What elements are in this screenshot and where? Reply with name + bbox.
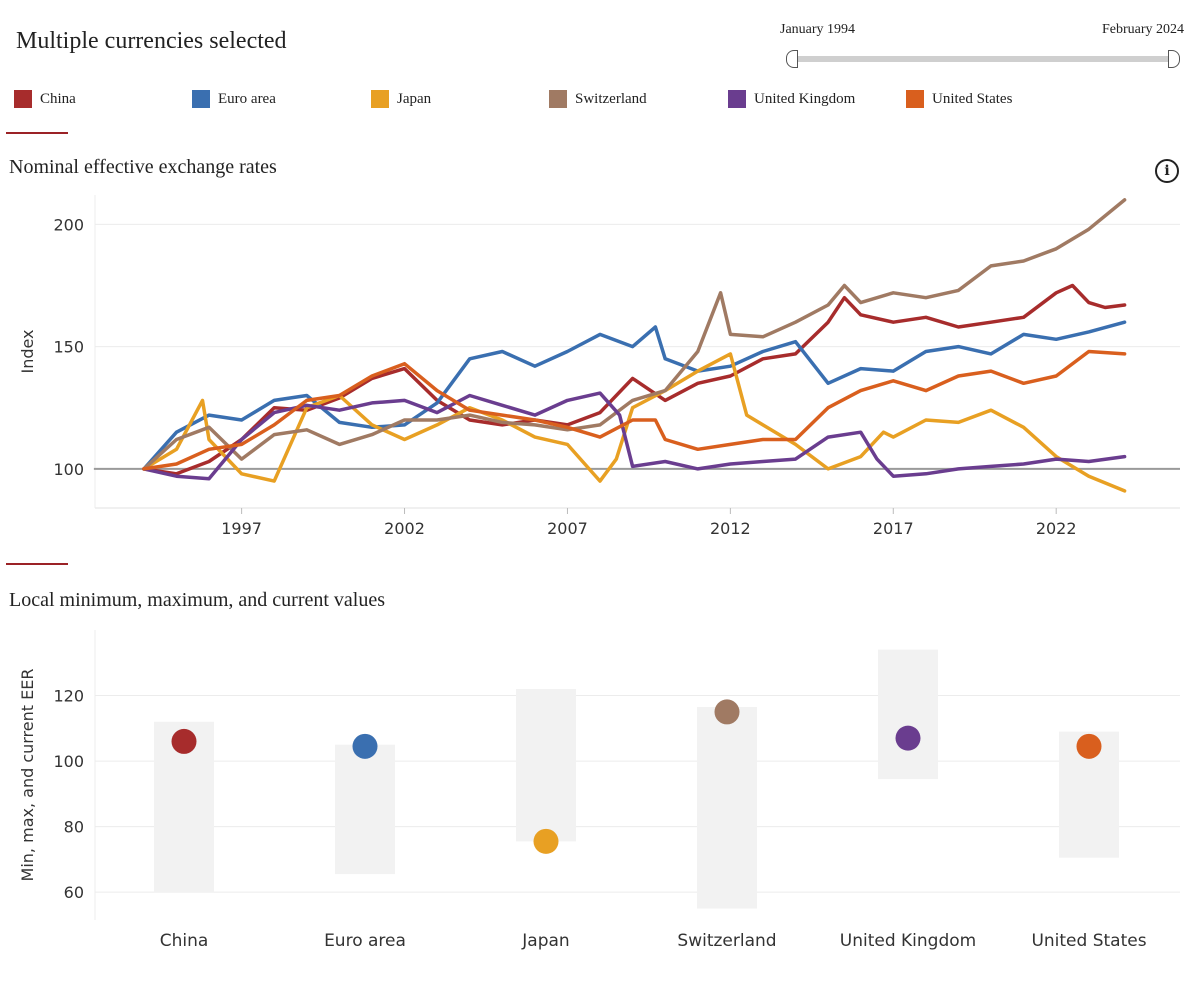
current-dot-euro-area xyxy=(352,733,378,759)
y-tick-label: 200 xyxy=(53,215,84,234)
page-title: Multiple currencies selected xyxy=(16,28,287,54)
range-start-handle[interactable] xyxy=(786,50,798,68)
category-label: Switzerland xyxy=(677,931,776,951)
date-range-slider[interactable]: January 1994 February 2024 xyxy=(780,22,1184,72)
x-tick-label: 2017 xyxy=(873,519,914,538)
current-dot-china xyxy=(171,728,197,754)
current-dot-switzerland xyxy=(714,699,740,725)
range-bar-japan xyxy=(516,688,576,842)
x-tick-label: 2022 xyxy=(1036,519,1077,538)
y-axis-label: Index xyxy=(18,329,37,373)
series-line-china xyxy=(142,283,1127,476)
legend-swatch xyxy=(192,90,210,108)
y-tick-label: 60 xyxy=(64,883,84,902)
category-label: United Kingdom xyxy=(840,931,976,951)
x-tick-label: 2012 xyxy=(710,519,751,538)
legend-label: Japan xyxy=(397,90,432,107)
y-tick-label: 100 xyxy=(53,752,84,771)
legend-item-china[interactable]: China xyxy=(14,90,76,108)
legend-item-switzerland[interactable]: Switzerland xyxy=(549,90,647,108)
legend-item-japan[interactable]: Japan xyxy=(371,90,431,108)
current-dot-united-kingdom xyxy=(895,725,921,751)
legend: China Euro area Japan Switzerland United… xyxy=(14,90,1114,112)
legend-swatch xyxy=(728,90,746,108)
legend-item-united-states[interactable]: United States xyxy=(906,90,1012,108)
range-end-label: February 2024 xyxy=(1101,22,1184,37)
x-tick-label: 1997 xyxy=(221,519,262,538)
x-tick-label: 2002 xyxy=(384,519,425,538)
legend-item-united-kingdom[interactable]: United Kingdom xyxy=(728,90,855,108)
y-tick-label: 100 xyxy=(53,460,84,479)
legend-swatch xyxy=(549,90,567,108)
category-label: Japan xyxy=(521,931,569,951)
range-bar-united-kingdom xyxy=(878,649,938,780)
category-label: United States xyxy=(1031,931,1146,951)
range-chart: 60 80 100 120 Min, max, and current EER China… xyxy=(18,630,1180,951)
legend-swatch xyxy=(371,90,389,108)
range-track[interactable] xyxy=(792,56,1172,62)
legend-label: China xyxy=(40,90,76,107)
series-line-united-kingdom xyxy=(142,391,1127,481)
category-label: China xyxy=(160,931,209,951)
legend-label: United Kingdom xyxy=(754,90,856,107)
y-tick-label: 120 xyxy=(53,687,84,706)
series-line-united-states xyxy=(142,349,1127,471)
legend-swatch xyxy=(14,90,32,108)
legend-label: United States xyxy=(932,90,1013,107)
legend-label: Euro area xyxy=(218,90,276,107)
y-axis-label: Min, max, and current EER xyxy=(18,669,37,882)
legend-item-euro-area[interactable]: Euro area xyxy=(192,90,276,108)
line-chart-title: Nominal effective exchange rates xyxy=(9,156,277,178)
line-chart: 100 150 200 1997 2002 2007 2012 2017 2022 Index xyxy=(18,195,1180,538)
legend-swatch xyxy=(906,90,924,108)
current-dot-japan xyxy=(533,828,559,854)
range-chart-title: Local minimum, maximum, and current valu… xyxy=(9,589,386,611)
range-start-label: January 1994 xyxy=(780,22,856,37)
category-label: Euro area xyxy=(324,931,406,951)
legend-label: Switzerland xyxy=(575,90,647,107)
section-divider xyxy=(6,132,68,134)
range-end-handle[interactable] xyxy=(1168,50,1180,68)
series-line-switzerland xyxy=(142,198,1127,471)
current-dot-united-states xyxy=(1076,733,1102,759)
y-tick-label: 150 xyxy=(53,338,84,357)
range-bar-euro-area xyxy=(335,744,395,875)
x-tick-label: 2007 xyxy=(547,519,588,538)
info-icon[interactable]: i xyxy=(1155,159,1179,183)
section-divider xyxy=(6,563,68,565)
range-bar-switzerland xyxy=(697,707,757,909)
y-tick-label: 80 xyxy=(64,818,84,837)
